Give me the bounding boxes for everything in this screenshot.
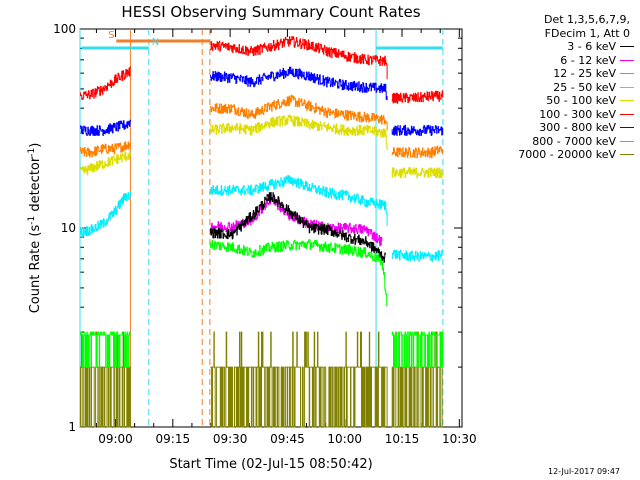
legend-entry: 6 - 12 keV xyxy=(482,54,636,68)
legend-swatch xyxy=(620,46,634,48)
series-line-3 xyxy=(80,175,444,262)
series-line-5 xyxy=(80,36,444,104)
legend-entry-label: 300 - 800 keV xyxy=(539,121,616,134)
series-line-4 xyxy=(80,114,444,179)
legend-header-line-2: FDecim 1, Att 0 xyxy=(544,26,630,40)
legend-header-line-1: Det 1,3,5,6,7,9, xyxy=(543,13,630,26)
legend-swatch xyxy=(620,140,634,142)
series-line-8 xyxy=(80,331,443,428)
x-tick-label: 10:15 xyxy=(385,432,420,446)
legend-entry: 100 - 300 keV xyxy=(482,108,636,122)
chart-title: HESSI Observing Summary Count Rates xyxy=(121,3,420,21)
y-tick-label: 100 xyxy=(53,22,76,36)
x-tick-label: 10:00 xyxy=(327,432,362,446)
y-axis-label: Count Rate (s-1 detector-1) xyxy=(27,143,43,314)
legend-entry: 7000 - 20000 keV xyxy=(482,148,636,162)
interval-label: N xyxy=(152,37,159,48)
series-line-0 xyxy=(210,192,386,263)
legend-entry: 50 - 100 keV xyxy=(482,94,636,108)
x-tick-label: 09:45 xyxy=(270,432,305,446)
x-tick-label: 09:00 xyxy=(98,432,133,446)
x-tick-label: 10:30 xyxy=(442,432,477,446)
legend-entry: 3 - 6 keV xyxy=(482,40,636,54)
x-tick-label: 09:30 xyxy=(213,432,248,446)
legend-entry-label: 6 - 12 keV xyxy=(560,53,616,67)
legend-entry: 300 - 800 keV xyxy=(482,121,636,135)
legend-swatch xyxy=(620,86,634,88)
legend-swatch xyxy=(620,127,634,129)
legend-entry: 12 - 25 keV xyxy=(482,67,636,81)
x-tick-label: 09:15 xyxy=(156,432,191,446)
legend: Det 1,3,5,6,7,9, FDecim 1, Att 0 3 - 6 k… xyxy=(482,13,636,162)
legend-swatch xyxy=(620,113,634,115)
legend-entry: 25 - 50 keV xyxy=(482,81,636,95)
legend-swatch xyxy=(620,59,634,61)
legend-entry-label: 3 - 6 keV xyxy=(567,40,616,53)
legend-entry-label: 800 - 7000 keV xyxy=(532,134,616,148)
legend-entry-label: 100 - 300 keV xyxy=(539,107,616,121)
legend-swatch xyxy=(620,73,634,75)
y-tick-label: 1 xyxy=(68,420,76,434)
series-line-7 xyxy=(80,94,444,159)
legend-entry-label: 12 - 25 keV xyxy=(553,67,616,80)
series-line-6 xyxy=(80,66,444,136)
x-axis-label: Start Time (02-Jul-15 08:50:42) xyxy=(169,457,372,472)
interval-label: S xyxy=(108,30,114,41)
timestamp: 12-Jul-2017 09:47 xyxy=(548,467,621,476)
legend-entry: 800 - 7000 keV xyxy=(482,135,636,149)
legend-entry-label: 50 - 100 keV xyxy=(546,94,616,107)
series-line-2 xyxy=(80,239,444,368)
legend-entry-label: 7000 - 20000 keV xyxy=(518,148,616,161)
legend-swatch xyxy=(620,154,634,156)
legend-entry-label: 25 - 50 keV xyxy=(553,80,616,94)
y-tick-label: 10 xyxy=(61,221,76,235)
legend-swatch xyxy=(620,100,634,102)
